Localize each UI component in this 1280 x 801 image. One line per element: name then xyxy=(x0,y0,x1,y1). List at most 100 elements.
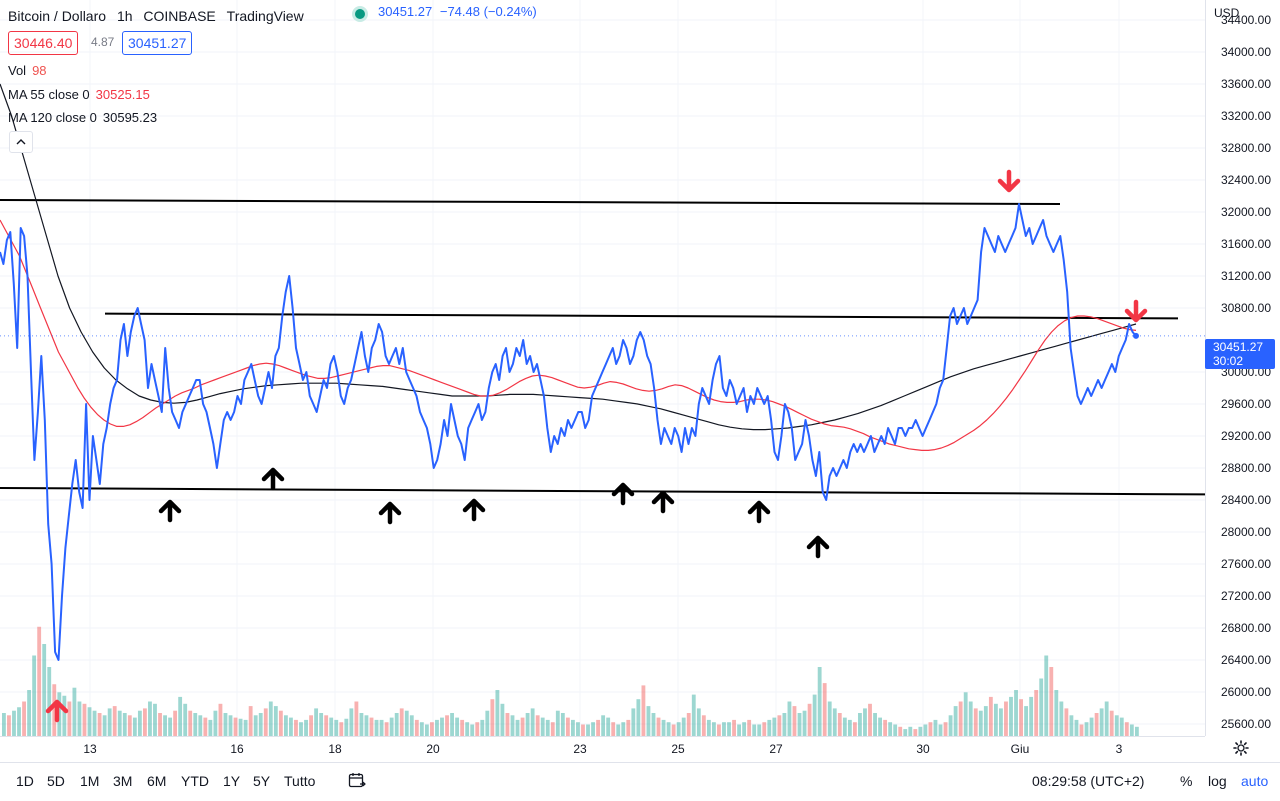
time-tick: 3 xyxy=(1115,742,1123,756)
volume-bar xyxy=(253,715,258,736)
settings-gear-icon[interactable] xyxy=(1233,740,1249,756)
volume-bar xyxy=(193,713,198,736)
support-resistance-line xyxy=(104,312,1179,320)
volume-bar xyxy=(691,694,696,736)
volume-bar xyxy=(283,715,288,736)
price-tick: 31200.00 xyxy=(1220,269,1271,283)
chart-area[interactable] xyxy=(0,0,1205,736)
volume-bar xyxy=(183,703,188,736)
volume-bar xyxy=(27,690,32,736)
volume-bar xyxy=(651,713,656,736)
volume-bar xyxy=(1029,696,1034,736)
volume-indicator[interactable]: Vol 98 xyxy=(8,63,47,78)
range-ytd-button[interactable]: YTD xyxy=(181,773,209,789)
volume-bar xyxy=(238,718,243,736)
volume-bar xyxy=(344,718,349,736)
range-1d-button[interactable]: 1D xyxy=(16,773,34,789)
volume-bar xyxy=(661,719,666,736)
volume-bar xyxy=(631,708,636,736)
symbol-name[interactable]: Bitcoin / Dollaro xyxy=(8,8,107,24)
volume-bar xyxy=(1104,701,1109,736)
volume-bar xyxy=(732,719,736,736)
volume-bar xyxy=(711,722,716,736)
currency-label[interactable]: USD xyxy=(1214,6,1240,20)
volume-bar xyxy=(827,701,832,736)
auto-scale-button[interactable]: auto xyxy=(1241,773,1269,789)
time-tick: 20 xyxy=(426,742,440,756)
volume-bar xyxy=(435,719,439,736)
range-1m-button[interactable]: 1M xyxy=(80,773,100,789)
volume-bar xyxy=(409,715,414,736)
volume-bar xyxy=(1014,690,1018,736)
volume-bar xyxy=(717,724,721,736)
volume-bar xyxy=(87,707,92,736)
volume-bar xyxy=(641,685,646,736)
time-tick: 30 xyxy=(916,742,930,756)
volume-bar xyxy=(727,722,731,736)
volume-bar xyxy=(178,696,183,736)
volume-bar xyxy=(440,717,444,736)
volume-bar xyxy=(1129,724,1134,736)
volume-bar xyxy=(1099,708,1104,736)
symbol-title[interactable]: Bitcoin / Dollaro 1h COINBASE TradingVie… xyxy=(8,8,304,30)
range-3m-button[interactable]: 3M xyxy=(113,773,133,789)
range-all-button[interactable]: Tutto xyxy=(284,773,316,789)
volume-bar xyxy=(777,715,782,736)
volume-bar xyxy=(797,713,802,736)
clock[interactable]: 08:29:58 (UTC+2) xyxy=(1032,773,1145,789)
log-scale-button[interactable]: log xyxy=(1208,773,1227,789)
volume-bar xyxy=(923,724,928,736)
volume-bar xyxy=(480,719,485,736)
volume-bar xyxy=(812,694,817,736)
volume-bar xyxy=(621,722,626,736)
sell-price-button[interactable]: 30446.40 xyxy=(8,31,79,55)
price-axis[interactable]: USD 34400.00 34000.00 33600.00 33200.00 3280… xyxy=(1205,0,1280,736)
volume-bar xyxy=(37,626,42,736)
volume-bar xyxy=(832,708,837,736)
interval-label[interactable]: 1h xyxy=(116,8,133,24)
up-arrow-icon xyxy=(45,699,69,723)
volume-bar xyxy=(706,719,711,736)
volume-label: Vol xyxy=(8,63,27,78)
volume-bar xyxy=(354,701,359,736)
range-5y-button[interactable]: 5Y xyxy=(253,773,271,789)
range-5d-button[interactable]: 5D xyxy=(47,773,65,789)
ma120-indicator[interactable]: MA 120 close 0 30595.23 xyxy=(8,110,157,125)
volume-bar xyxy=(596,719,601,736)
volume-bar xyxy=(258,713,263,736)
volume-bar xyxy=(158,713,162,736)
volume-bar xyxy=(137,710,142,736)
volume-bar xyxy=(374,719,379,736)
range-6m-button[interactable]: 6M xyxy=(147,773,167,789)
volume-bar xyxy=(807,703,812,736)
buy-price-button[interactable]: 30451.27 xyxy=(122,31,193,55)
volume-bar xyxy=(273,706,278,736)
up-arrow-icon xyxy=(806,535,830,559)
volume-bar xyxy=(928,722,933,736)
volume-bar xyxy=(1049,667,1054,736)
volume-bar xyxy=(560,713,565,736)
collapse-legend-button[interactable] xyxy=(9,131,33,153)
price-tick: 30800.00 xyxy=(1220,301,1271,315)
ma120-label: MA 120 close 0 xyxy=(8,110,97,125)
go-to-date-icon[interactable] xyxy=(348,772,366,788)
volume-bar xyxy=(701,715,706,736)
volume-bar xyxy=(636,699,641,736)
volume-bar xyxy=(535,715,540,736)
volume-bar xyxy=(263,708,268,736)
volume-bar xyxy=(97,713,102,736)
volume-bar xyxy=(47,667,52,736)
volume-bar xyxy=(767,719,772,736)
time-axis[interactable]: 13 16 18 20 23 25 27 30 Giu 3 xyxy=(0,736,1205,761)
volume-bar xyxy=(289,717,293,736)
volume-bar xyxy=(117,710,122,736)
volume-bar xyxy=(445,715,449,736)
percent-scale-button[interactable]: % xyxy=(1180,773,1193,789)
volume-bar xyxy=(802,710,807,736)
price-chart[interactable] xyxy=(0,0,1205,736)
range-1y-button[interactable]: 1Y xyxy=(223,773,241,789)
volume-bar xyxy=(606,717,611,736)
ma55-indicator[interactable]: MA 55 close 0 30525.15 xyxy=(8,87,150,102)
volume-bar xyxy=(571,719,575,736)
volume-bar xyxy=(747,719,752,736)
